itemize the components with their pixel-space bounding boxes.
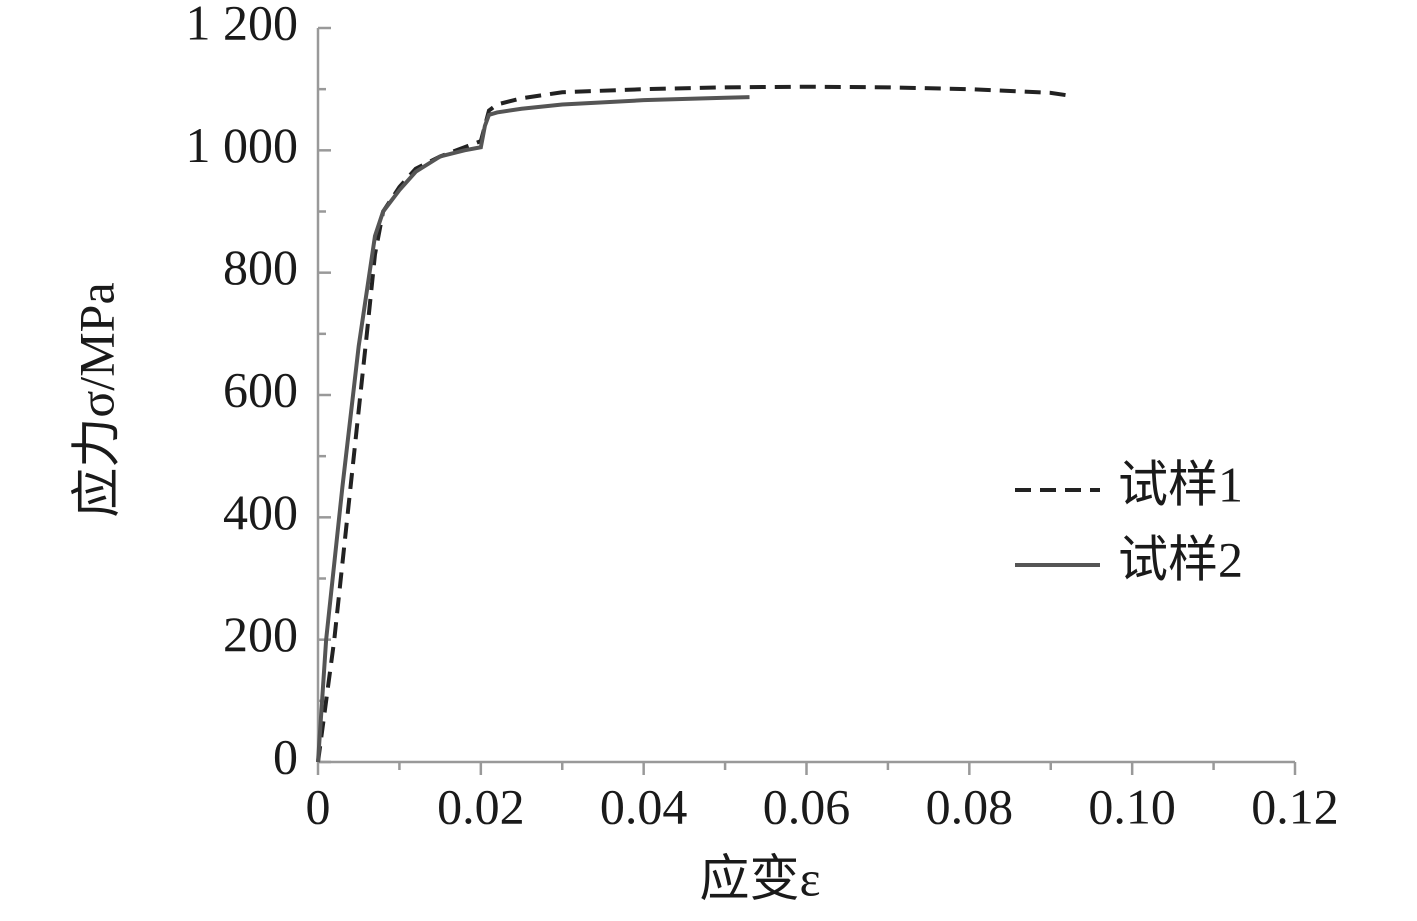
data-line xyxy=(316,84,1068,763)
y-tick-label: 200 xyxy=(223,606,298,662)
x-tick-label: 0.10 xyxy=(1088,778,1176,834)
legend-label: 试样2 xyxy=(1118,531,1243,587)
y-tick-label: 600 xyxy=(223,361,298,417)
x-tick-label: 0.08 xyxy=(926,778,1014,834)
legend-label: 试样1 xyxy=(1118,456,1243,512)
y-tick-label: 800 xyxy=(223,239,298,295)
x-tick-label: 0.02 xyxy=(437,778,525,834)
y-tick-label: 1 200 xyxy=(186,0,299,50)
x-tick-label: 0.04 xyxy=(600,778,688,834)
x-tick-label: 0 xyxy=(306,778,331,834)
y-tick-label: 400 xyxy=(223,484,298,540)
y-tick-label: 1 000 xyxy=(186,117,299,173)
data-line xyxy=(316,95,750,763)
y-axis-label: 应力σ/MPa xyxy=(68,282,124,517)
x-axis-label: 应变ε xyxy=(700,850,821,906)
y-tick-label: 0 xyxy=(273,728,298,784)
x-tick-label: 0.06 xyxy=(763,778,851,834)
x-tick-label: 0.12 xyxy=(1251,778,1339,834)
